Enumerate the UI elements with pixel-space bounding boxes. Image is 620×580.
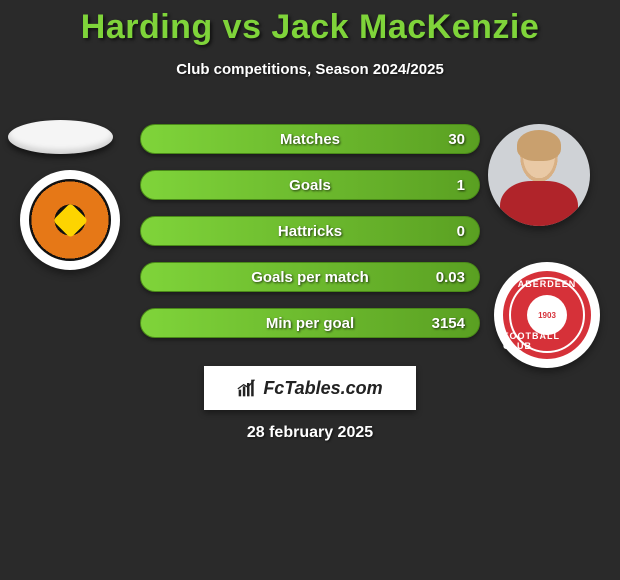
player-left-placeholder: [8, 120, 113, 154]
stat-label: Min per goal: [266, 315, 354, 332]
club-badge-right: ABERDEEN 1903 FOOTBALL CLUB: [494, 262, 600, 368]
stat-value-right: 0.03: [436, 269, 465, 286]
stat-value-right: 0: [457, 223, 465, 240]
comparison-card: Harding vs Jack MacKenzie Club competiti…: [0, 0, 620, 580]
stat-row: Goals per match 0.03: [140, 262, 480, 292]
club-right-core: 1903: [527, 295, 567, 335]
club-right-name-bottom: FOOTBALL CLUB: [503, 331, 591, 351]
stat-row: Matches 30: [140, 124, 480, 154]
stat-value-right: 3154: [432, 315, 465, 332]
stat-value-right: 1: [457, 177, 465, 194]
stat-label: Hattricks: [278, 223, 342, 240]
club-right-name-top: ABERDEEN: [518, 279, 577, 289]
stat-row: Goals 1: [140, 170, 480, 200]
attribution-badge: FcTables.com: [204, 366, 416, 410]
page-title: Harding vs Jack MacKenzie: [0, 0, 620, 47]
stat-row: Min per goal 3154: [140, 308, 480, 338]
date-label: 28 february 2025: [0, 424, 620, 442]
stat-label: Goals per match: [251, 269, 369, 286]
club-badge-left-inner: [29, 179, 111, 261]
subtitle: Club competitions, Season 2024/2025: [0, 61, 620, 78]
stat-label: Goals: [289, 177, 331, 194]
chart-icon: [237, 378, 257, 398]
stat-value-right: 30: [448, 131, 465, 148]
stats-panel: Matches 30 Goals 1 Hattricks 0 Goals per match…: [140, 124, 480, 354]
club-badge-left: [20, 170, 120, 270]
stat-row: Hattricks 0: [140, 216, 480, 246]
attribution-text: FcTables.com: [263, 378, 382, 399]
club-badge-right-inner: ABERDEEN 1903 FOOTBALL CLUB: [501, 269, 593, 361]
stat-label: Matches: [280, 131, 340, 148]
player-right-photo: [488, 124, 590, 226]
